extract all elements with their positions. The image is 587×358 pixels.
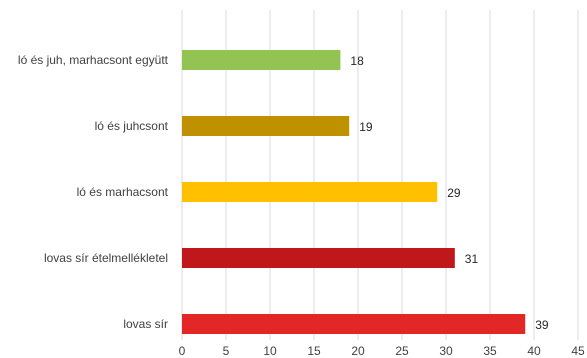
- category-label: ló és juhcsont: [95, 119, 169, 133]
- data-label: 39: [535, 318, 549, 332]
- data-label: 19: [359, 120, 373, 134]
- bar-1: [182, 50, 341, 70]
- x-tick-label: 45: [571, 344, 585, 358]
- x-tick-label: 40: [527, 344, 541, 358]
- x-tick-label: 30: [439, 344, 453, 358]
- bar-2: [182, 116, 350, 136]
- x-tick-label: 15: [307, 344, 321, 358]
- x-tick-label: 10: [263, 344, 277, 358]
- x-tick-label: 5: [223, 344, 230, 358]
- bars: [182, 50, 526, 334]
- x-tick-label: 0: [179, 344, 186, 358]
- bar-4: [182, 248, 455, 268]
- category-label: ló és juh, marhacsont együtt: [18, 53, 169, 67]
- bar-3: [182, 182, 438, 202]
- data-labels: 18 19 29 31 39: [350, 54, 548, 332]
- x-axis-ticks: 0 5 10 15 20 25 30 35 40 45: [179, 344, 585, 358]
- data-label: 31: [465, 252, 479, 266]
- category-labels: ló és juh, marhacsont együtt ló és juhcso…: [18, 53, 169, 331]
- x-tick-label: 20: [351, 344, 365, 358]
- category-label: lovas sír: [123, 317, 168, 331]
- data-label: 18: [350, 54, 364, 68]
- category-label: ló és marhacsont: [77, 185, 169, 199]
- category-label: lovas sír ételmellékletel: [44, 251, 168, 265]
- data-label: 29: [447, 186, 461, 200]
- x-tick-label: 25: [395, 344, 409, 358]
- bar-5: [182, 314, 526, 334]
- x-tick-label: 35: [483, 344, 497, 358]
